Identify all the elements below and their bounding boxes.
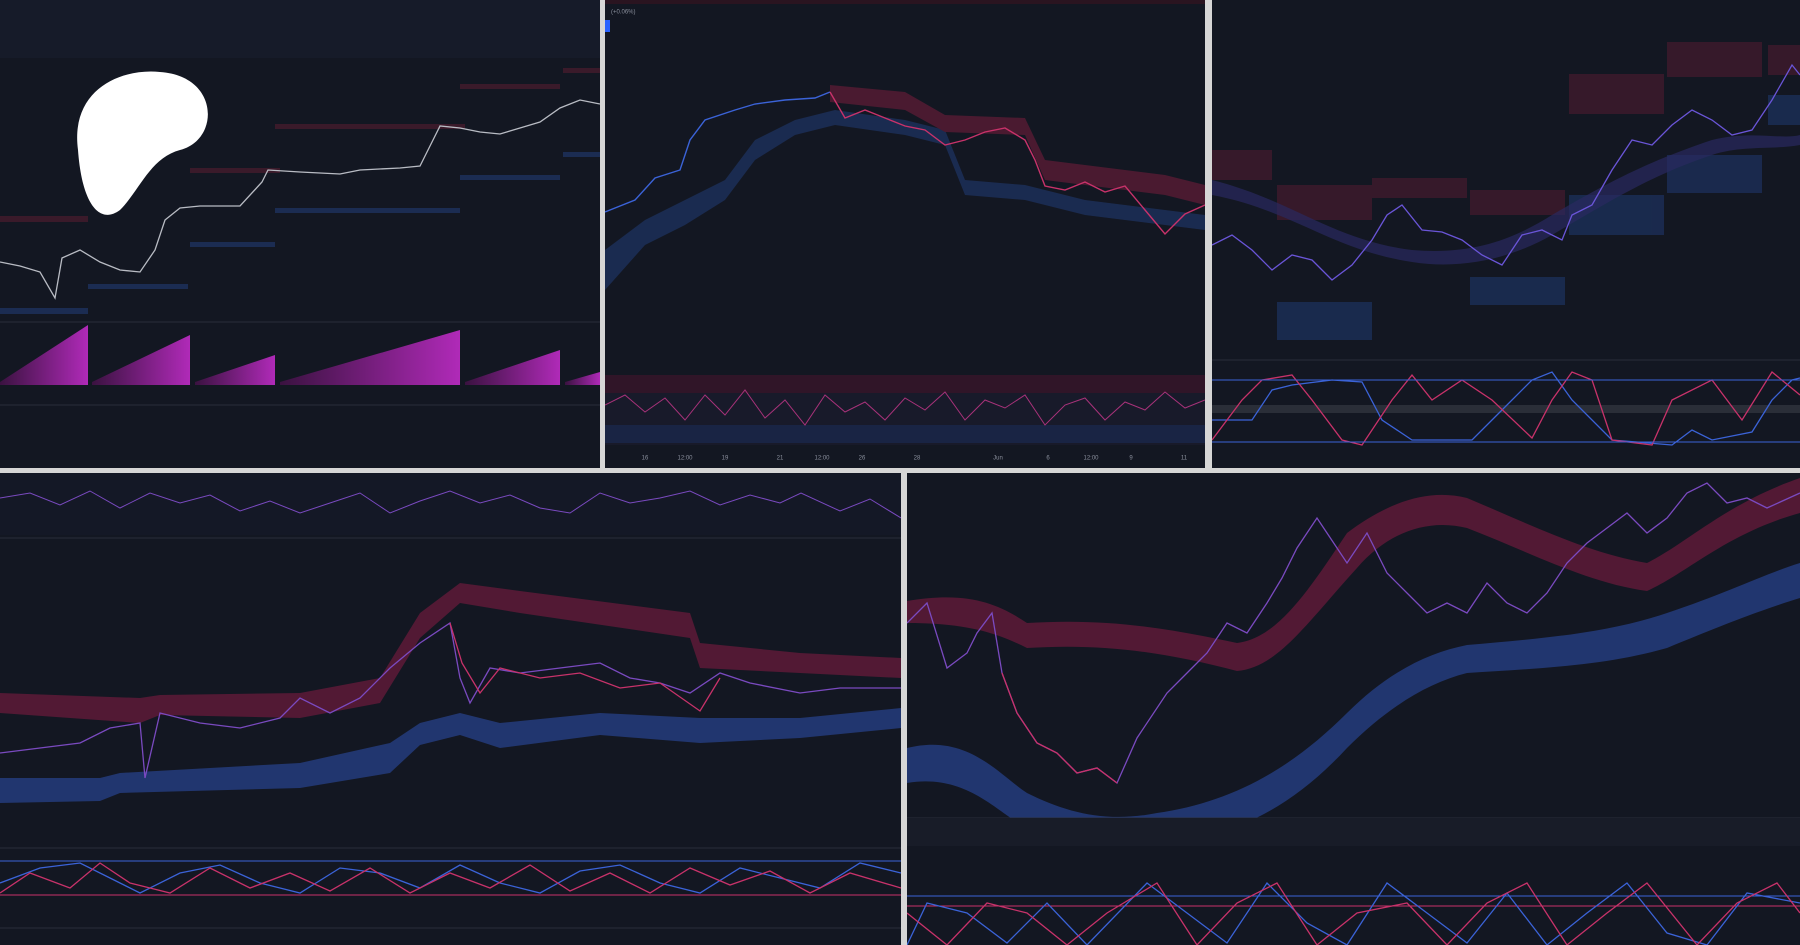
- osc-band: [605, 375, 1205, 393]
- oscillator: [0, 862, 901, 894]
- chart-panel: [0, 0, 600, 468]
- top-strip: [0, 0, 600, 58]
- chart-panel: [1212, 0, 1800, 468]
- oscillator: [605, 389, 1205, 426]
- x-tick-label: 12:00: [1083, 456, 1099, 462]
- x-tick-label: 11: [1181, 456, 1188, 462]
- ribbon: [1212, 135, 1800, 265]
- price-line: [829, 91, 1205, 236]
- x-tick-label: 26: [859, 456, 866, 462]
- lower-band: [907, 563, 1800, 847]
- upper-band: [0, 583, 901, 723]
- oscillator-bg: [0, 473, 901, 535]
- change-label: (+0.06%): [611, 10, 636, 16]
- price-line: [0, 99, 600, 300]
- osc-band: [605, 425, 1205, 443]
- x-axis: 16 12:00 19 21 12:00 26 28 Jun 6 12:00 9 11: [642, 456, 1188, 462]
- x-tick-label: 12:00: [814, 456, 830, 462]
- x-tick-label: 21: [777, 456, 784, 462]
- price-line: [605, 91, 831, 213]
- x-tick-label: 16: [642, 456, 649, 462]
- oscillator: [0, 862, 901, 894]
- logo: [77, 71, 208, 215]
- oscillator: [907, 881, 1800, 945]
- top-band: [605, 0, 1205, 4]
- price-line: [1212, 63, 1800, 281]
- price-line: [449, 622, 721, 712]
- osc-strip: [907, 818, 1800, 846]
- zones-blue: [0, 152, 600, 314]
- x-tick-label: 28: [914, 456, 921, 462]
- lower-band: [605, 110, 1205, 290]
- upper-band: [830, 85, 1205, 205]
- x-tick-label: 6: [1046, 456, 1050, 462]
- histogram: [0, 325, 600, 385]
- oscillator: [907, 882, 1800, 945]
- oscillator: [0, 490, 901, 519]
- x-tick-label: 12:00: [677, 456, 693, 462]
- oscillator: [1212, 371, 1800, 446]
- x-tick-label: 19: [722, 456, 729, 462]
- marker: [605, 20, 610, 32]
- zones: [1212, 42, 1800, 220]
- chart-panel: [907, 473, 1800, 945]
- chart-panel: (+0.06%) 16 12:00 19 21 12:00 26 28 Jun 6 12:00 9 1…: [605, 0, 1205, 468]
- upper-band: [907, 478, 1800, 671]
- x-tick-label: 9: [1129, 456, 1133, 462]
- zones: [0, 68, 600, 222]
- lower-band: [0, 708, 901, 803]
- x-tick-label: Jun: [993, 456, 1003, 462]
- chart-panel: [0, 473, 901, 945]
- price-line: [1001, 672, 1118, 784]
- osc-band: [1212, 405, 1800, 413]
